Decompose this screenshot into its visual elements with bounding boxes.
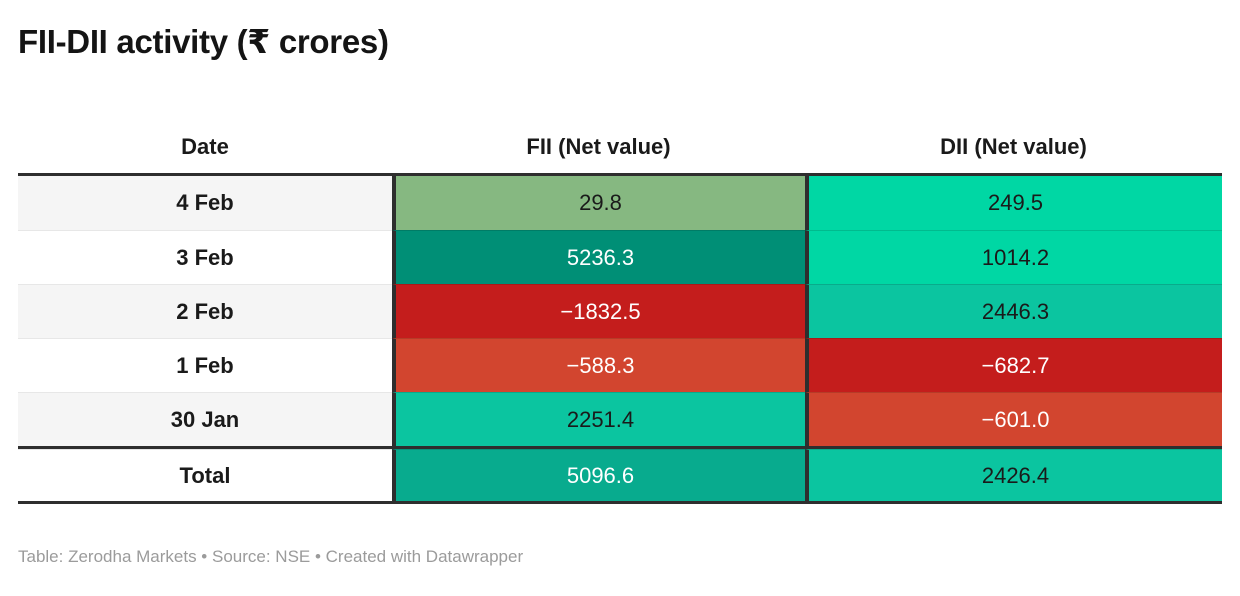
fii-value-cell: −1832.5 [392,284,805,338]
table-header-row: Date FII (Net value) DII (Net value) [18,120,1222,176]
chart-container: FII-DII activity (₹ crores) Date FII (Ne… [18,23,1222,566]
date-cell: 3 Feb [18,230,392,284]
footer-attribution: Table: Zerodha Markets • Source: NSE • C… [18,547,524,566]
dii-total-cell: 2426.4 [805,449,1222,501]
fii-value-cell: 29.8 [392,176,805,230]
dii-value-cell: 249.5 [805,176,1222,230]
table-row: 3 Feb 5236.3 1014.2 [18,230,1222,284]
table-total-row: Total 5096.6 2426.4 [18,446,1222,504]
date-cell: 1 Feb [18,338,392,392]
date-cell: 4 Feb [18,176,392,230]
fii-dii-table: Date FII (Net value) DII (Net value) 4 F… [18,120,1222,504]
fii-value-cell: 2251.4 [392,392,805,446]
dii-value-cell: 2446.3 [805,284,1222,338]
column-header-date: Date [181,133,229,159]
page-title: FII-DII activity (₹ crores) [18,23,389,60]
dii-value-cell: −601.0 [805,392,1222,446]
total-label-cell: Total [18,449,392,501]
table-row: 1 Feb −588.3 −682.7 [18,338,1222,392]
table-row: 30 Jan 2251.4 −601.0 [18,392,1222,446]
dii-value-cell: 1014.2 [805,230,1222,284]
fii-value-cell: −588.3 [392,338,805,392]
dii-value-cell: −682.7 [805,338,1222,392]
date-cell: 2 Feb [18,284,392,338]
table-row: 2 Feb −1832.5 2446.3 [18,284,1222,338]
date-cell: 30 Jan [18,392,392,446]
table-row: 4 Feb 29.8 249.5 [18,176,1222,230]
column-header-fii: FII (Net value) [526,133,671,159]
fii-total-cell: 5096.6 [392,449,805,501]
column-header-dii: DII (Net value) [940,133,1087,159]
fii-value-cell: 5236.3 [392,230,805,284]
